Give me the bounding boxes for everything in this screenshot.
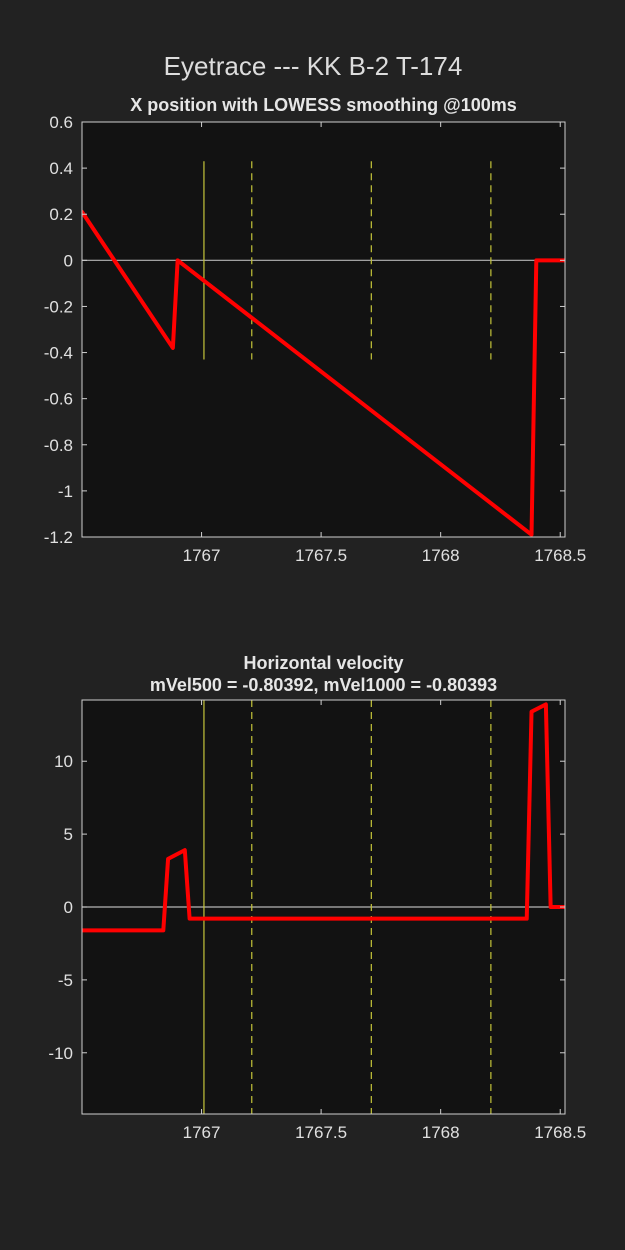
plot-area-background: [82, 122, 565, 537]
y-tick-label: -0.8: [44, 436, 73, 455]
y-tick-label: 0.6: [49, 113, 73, 132]
y-tick-label: -10: [48, 1044, 73, 1063]
y-tick-label: 0: [64, 251, 73, 270]
y-tick-label: -0.2: [44, 297, 73, 316]
x-tick-label: 1768: [422, 546, 460, 565]
horizontal-velocity-chart: 1767 1767.5 1768 1768.5 10 5 0 -5 -10 Horizontal …: [48, 653, 586, 1142]
trace-line-velocity-0: [82, 702, 565, 933]
x-tick-label: 1768.5: [534, 546, 586, 565]
x-tick-label: 1768.5: [534, 1123, 586, 1142]
trace-line-position-0: [82, 209, 565, 537]
x-tick-label: 1767.5: [295, 1123, 347, 1142]
chart-title-line: mVel500 = -0.80392, mVel1000 = -0.80393: [150, 675, 497, 695]
chart-title-line: X position with LOWESS smoothing @100ms: [130, 95, 517, 115]
y-tick-label: -1: [58, 482, 73, 501]
axes-frame: [81, 121, 566, 538]
x-tick-label: 1768: [422, 1123, 460, 1142]
y-tick-label: -0.4: [44, 344, 73, 363]
y-tick-label: -1.2: [44, 528, 73, 547]
y-tick-label: 10: [54, 752, 73, 771]
y-tick-label: 0: [64, 898, 73, 917]
x-tick-label: 1767: [183, 546, 221, 565]
y-tick-label: 0.2: [49, 205, 73, 224]
y-tick-label: 0.4: [49, 159, 73, 178]
y-tick-label: -0.6: [44, 390, 73, 409]
x-tick-label: 1767: [183, 1123, 221, 1142]
figure-title: Eyetrace --- KK B-2 T-174: [164, 51, 463, 81]
x-tick-label: 1767.5: [295, 546, 347, 565]
y-tick-label: 5: [64, 825, 73, 844]
chart-title-line: Horizontal velocity: [243, 653, 403, 673]
y-tick-label: -5: [58, 971, 73, 990]
x-position-chart: 1767 1767.5 1768 1768.5 0.6 0.4 0.2 0 -0.2 -0.4 -0…: [44, 95, 587, 565]
